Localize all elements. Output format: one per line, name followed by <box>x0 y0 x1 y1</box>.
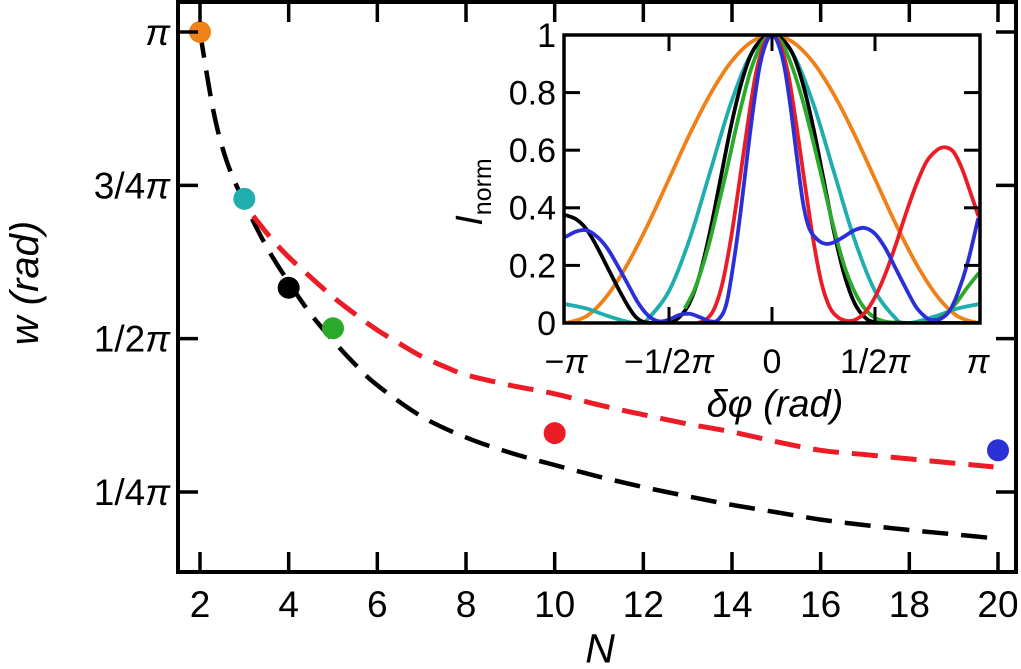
inset-y-tick-label: 0.8 <box>509 75 556 113</box>
main-y-tick-label: 1/4π <box>94 472 171 513</box>
black-dashed-fit <box>197 31 999 541</box>
red-dashed-fit <box>251 214 994 470</box>
main-x-tick-label: 6 <box>367 584 388 625</box>
inset-x-tick-label: −π <box>545 343 589 381</box>
data-point-N10 <box>543 422 566 445</box>
main-xaxis-label: N <box>585 625 615 669</box>
inset-curve-N=2 <box>564 35 980 323</box>
main-frame <box>176 0 1018 574</box>
inset-y-tick-label: 0.2 <box>509 247 556 285</box>
main-y-tick-label: 3/4π <box>94 165 171 206</box>
inset-x-tick-label: 0 <box>763 343 782 381</box>
main-x-tick-label: 14 <box>711 584 752 625</box>
data-point-N2 <box>189 21 211 43</box>
inset-xaxis-label: δφ (rad) <box>707 383 844 425</box>
fit-curves <box>197 31 999 541</box>
main-y-tick-label: π <box>145 12 171 53</box>
inset-tick-labels: −π −1/2π 0 1/2π π 0 0.2 0.4 0.6 0.8 1 <box>509 17 991 381</box>
data-point-N3 <box>233 187 256 210</box>
main-x-tick-label: 8 <box>456 584 477 625</box>
main-x-tick-label: 18 <box>889 584 930 625</box>
inset-x-tick-label: π <box>967 343 991 381</box>
main-yaxis-label: w (rad) <box>3 221 47 345</box>
main-x-tick-label: 16 <box>800 584 841 625</box>
inset-y-tick-label: 1 <box>537 17 556 55</box>
main-ticks <box>178 2 1016 572</box>
inset-plot: −π −1/2π 0 1/2π π 0 0.2 0.4 0.6 0.8 1 δφ (rad) Inorm <box>449 17 991 425</box>
inset-curve-N=20 <box>564 35 980 323</box>
main-x-tick-label: 20 <box>977 584 1018 625</box>
main-y-tick-label: 1/2π <box>94 319 171 360</box>
data-point-N20 <box>987 439 1009 462</box>
inset-yaxis-label-text: Inorm <box>449 158 497 226</box>
inset-x-tick-label: −1/2π <box>624 343 715 381</box>
inset-curve-N=10 <box>695 35 980 323</box>
inset-background <box>564 35 980 323</box>
inset-x-tick-label: 1/2π <box>840 343 911 381</box>
data-point-N4 <box>277 276 300 299</box>
data-points <box>189 21 1009 462</box>
main-x-tick-label: 10 <box>534 584 575 625</box>
inset-ticks <box>564 35 980 323</box>
inset-curve-N=4 <box>564 35 980 323</box>
main-yaxis-label-text: w (rad) <box>3 221 47 345</box>
inset-y-tick-label: 0.4 <box>509 190 556 228</box>
inset-y-tick-label: 0.6 <box>509 132 556 170</box>
main-x-tick-label: 2 <box>190 584 211 625</box>
inset-y-tick-label: 0 <box>537 305 556 343</box>
main-x-tick-label: 4 <box>278 584 299 625</box>
main-x-tick-label: 12 <box>623 584 664 625</box>
inset-yaxis-label: Inorm <box>449 158 497 226</box>
data-point-N5 <box>322 317 344 340</box>
